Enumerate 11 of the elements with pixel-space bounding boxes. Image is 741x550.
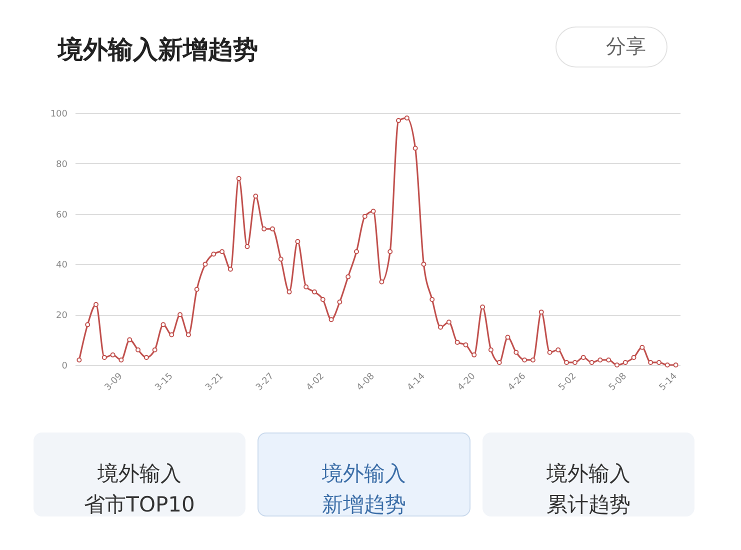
text: 分享 [606,34,646,58]
y-tick-label: 80 [56,160,68,170]
chart-title: 境外输入新增趋势 [57,35,258,64]
text: 境外输入累计趋势 [546,462,630,516]
y-tick-label: 20 [56,311,68,322]
y-tick-label: 0 [62,362,68,372]
text: 境外输入省市TOP10 [84,462,195,516]
y-tick-label: 60 [56,210,68,220]
y-tick-label: 100 [50,110,68,120]
y-tick-label: 40 [56,260,68,271]
text: 境外输入新增趋势 [321,462,406,516]
